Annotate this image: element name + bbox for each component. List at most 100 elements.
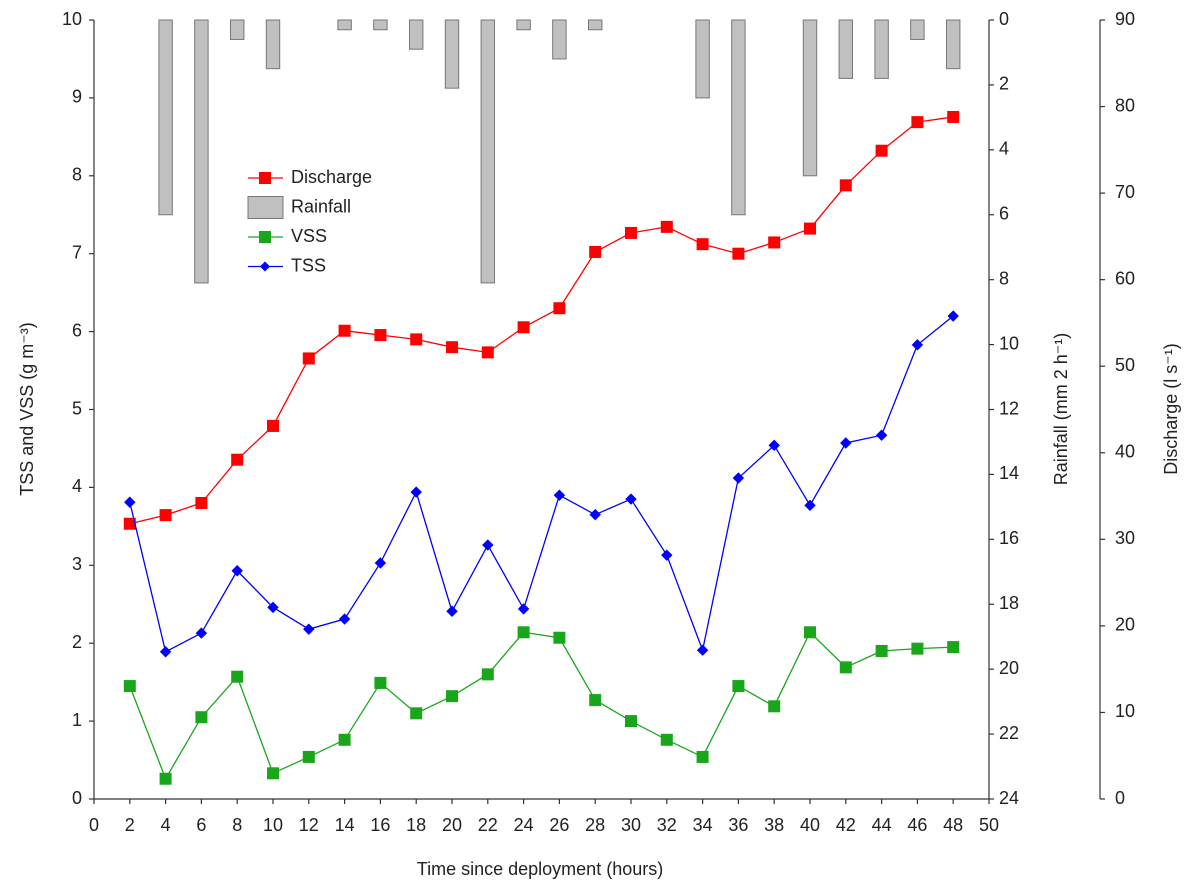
series-marker	[446, 690, 458, 703]
series-marker	[123, 517, 136, 530]
y-tick-label: 7	[72, 242, 82, 262]
y3-tick-label: 60	[1115, 268, 1135, 288]
series-marker	[696, 644, 709, 656]
series-marker	[302, 750, 315, 763]
y2-tick-label: 18	[999, 593, 1019, 613]
series-marker	[625, 226, 637, 239]
series-marker	[231, 453, 244, 466]
y2-tick-label: 10	[999, 333, 1019, 353]
y3-tick-label: 10	[1115, 701, 1135, 721]
series-marker	[517, 626, 530, 639]
series-marker	[625, 715, 637, 728]
series-marker	[553, 302, 566, 315]
series-marker	[768, 439, 780, 452]
series-marker	[446, 341, 458, 354]
x-tick-label: 0	[89, 815, 99, 835]
legend-marker	[260, 261, 270, 272]
series-marker	[159, 646, 172, 658]
x-tick-label: 42	[836, 815, 856, 835]
series-marker	[267, 419, 279, 432]
x-tick-label: 14	[335, 815, 355, 835]
series-marker	[410, 333, 423, 346]
legend-label: VSS	[291, 226, 327, 246]
x-tick-label: 48	[943, 815, 963, 835]
series-marker	[947, 641, 960, 654]
series-marker	[768, 236, 781, 249]
series-marker	[159, 509, 172, 522]
y-tick-label: 3	[72, 554, 82, 574]
series-marker	[768, 700, 781, 713]
y-tick-label: 5	[72, 398, 82, 418]
rainfall-bar	[874, 19, 889, 79]
y2-tick-label: 8	[999, 268, 1009, 288]
rainfall-bar	[229, 19, 245, 40]
series-marker	[875, 144, 888, 157]
series-marker	[410, 707, 423, 720]
x-tick-label: 50	[979, 815, 999, 835]
rainfall-bar	[408, 19, 424, 50]
series-marker	[589, 245, 602, 258]
y2-tick-label: 16	[999, 528, 1019, 548]
series-marker	[804, 222, 816, 235]
series-marker	[947, 110, 960, 123]
series-marker	[123, 680, 136, 693]
x-tick-label: 22	[478, 815, 498, 835]
series-marker	[303, 623, 315, 635]
series-marker	[732, 680, 745, 693]
series-marker	[804, 499, 816, 512]
x-tick-label: 36	[728, 815, 748, 835]
x-tick-label: 12	[299, 815, 319, 835]
series-marker	[302, 352, 315, 365]
y-tick-label: 6	[72, 320, 82, 340]
x-tick-label: 34	[693, 815, 713, 835]
series-marker	[875, 429, 888, 441]
y-tick-label: 9	[72, 87, 82, 107]
y3-tick-label: 40	[1115, 442, 1135, 462]
x-tick-label: 44	[872, 815, 892, 835]
rainfall-bar	[373, 19, 388, 31]
legend-swatch	[247, 196, 284, 219]
series-line	[129, 631, 954, 781]
y3-tick-label: 0	[1115, 788, 1125, 808]
y3-tick-label: 70	[1115, 182, 1135, 202]
series-marker	[911, 642, 924, 655]
series-marker	[374, 557, 387, 569]
x-tick-label: 16	[370, 815, 390, 835]
series-marker	[481, 346, 494, 359]
rainfall-bar	[945, 19, 961, 70]
series-marker	[553, 631, 566, 644]
x-tick-label: 30	[621, 815, 641, 835]
y2-tick-label: 0	[999, 9, 1009, 29]
legend-label: TSS	[291, 255, 326, 275]
y-tick-label: 4	[72, 476, 82, 496]
series-marker	[482, 539, 494, 551]
series-marker	[696, 238, 709, 251]
x-axis-label: Time since deployment (hours)	[417, 859, 663, 879]
series-marker	[338, 613, 351, 625]
y3-tick-label: 30	[1115, 528, 1135, 548]
series-marker	[338, 733, 351, 746]
y2-tick-label: 12	[999, 398, 1019, 418]
series-line	[129, 315, 954, 653]
x-tick-label: 10	[263, 815, 283, 835]
x-tick-label: 2	[125, 815, 135, 835]
rainfall-bar	[444, 19, 460, 89]
rainfall-bar	[552, 19, 567, 60]
series-marker	[589, 694, 602, 707]
series-marker	[732, 472, 745, 484]
y2-tick-label: 24	[999, 788, 1019, 808]
series-marker	[911, 116, 924, 129]
series-marker	[947, 310, 959, 322]
rainfall-bar	[516, 19, 531, 31]
series-marker	[410, 486, 422, 498]
rainfall-bar	[838, 19, 854, 79]
series-marker	[517, 603, 530, 615]
series-marker	[159, 772, 172, 785]
rainfall-bar	[587, 19, 603, 31]
series-marker	[338, 324, 351, 337]
rainfall-bar	[194, 19, 209, 284]
x-tick-label: 46	[907, 815, 927, 835]
series-marker	[553, 489, 566, 501]
series-marker	[231, 565, 243, 577]
